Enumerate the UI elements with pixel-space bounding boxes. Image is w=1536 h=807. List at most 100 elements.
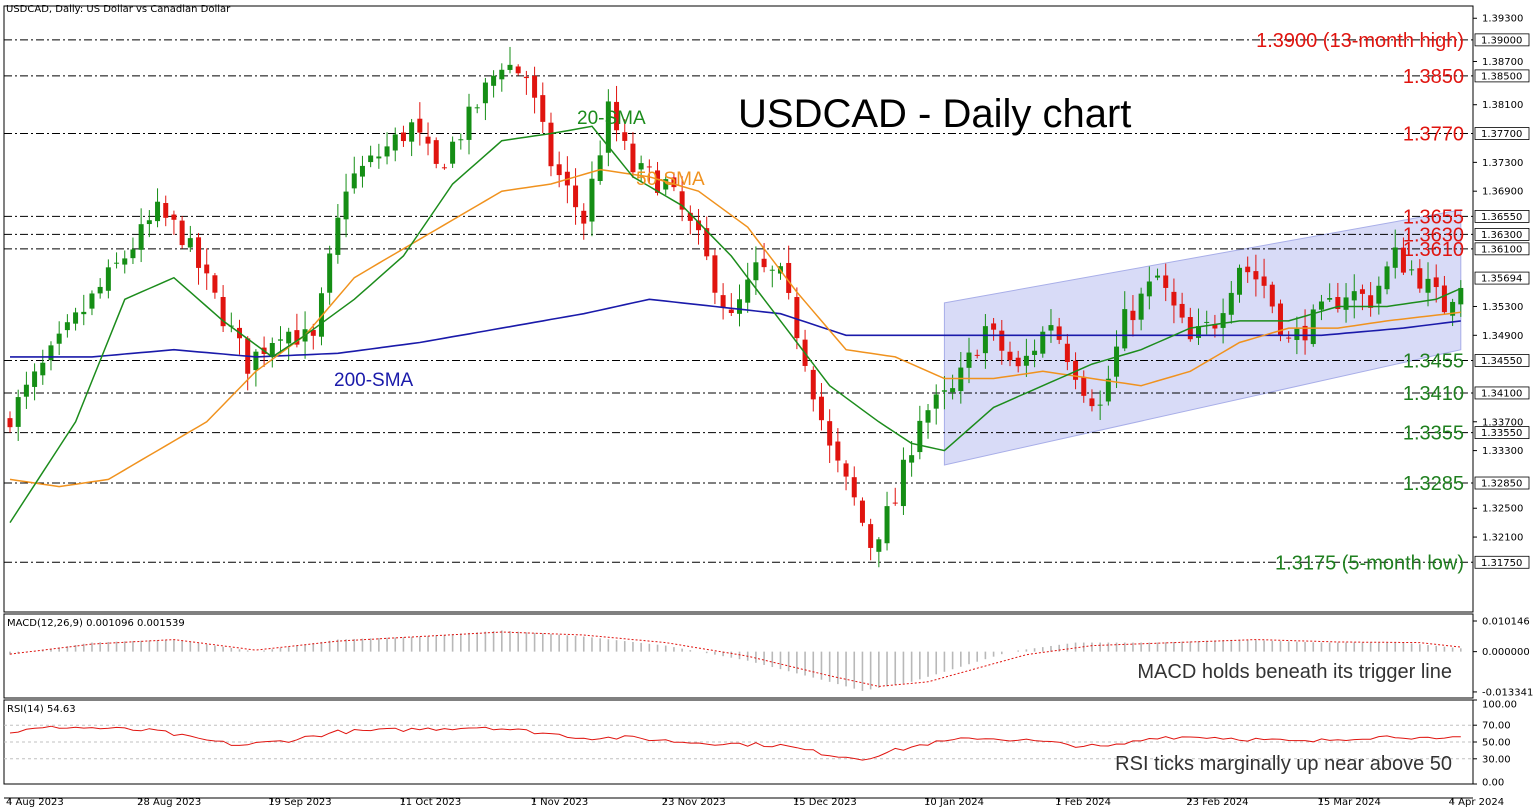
candle-body [1294, 328, 1300, 340]
candle-body [318, 293, 324, 337]
candle-body [417, 118, 423, 133]
price-tick-label: 1.39300 [1482, 14, 1523, 25]
price-tick-label: 1.33300 [1482, 446, 1523, 457]
candle-body [1359, 289, 1365, 294]
level-tag-text: 1.36550 [1481, 212, 1522, 223]
level-tag-box [1474, 210, 1530, 223]
candle-body [1228, 292, 1234, 315]
candle-body [1073, 360, 1079, 380]
sma20-label: 20-SMA [577, 108, 646, 129]
candle-body [958, 367, 964, 392]
candle-body [409, 122, 415, 142]
candle-body [1146, 281, 1152, 297]
candle-body [933, 394, 939, 409]
candle-body [187, 238, 193, 248]
sma50-line [9, 168, 1461, 488]
candle-body [1425, 278, 1431, 293]
candle-body [1097, 404, 1103, 406]
date-label: 15 Mar 2024 [1317, 797, 1380, 807]
candle-body [1212, 324, 1218, 329]
candle-body [868, 524, 874, 548]
price-tick-label: 1.37300 [1482, 158, 1523, 169]
price-tick-label: 1.32100 [1482, 533, 1523, 544]
level-tag-box [1474, 33, 1530, 47]
rsi-params-label: RSI(14) 54.63 [7, 704, 76, 715]
candle-body [384, 146, 390, 157]
date-label: 1 Feb 2024 [1055, 797, 1111, 807]
candle-body [400, 132, 406, 142]
level-label-1.31750: 1.3175 (5-month low) [1275, 552, 1464, 574]
candle-body [638, 163, 644, 170]
level-tag-text: 1.34550 [1481, 356, 1522, 367]
candle-body [884, 506, 890, 544]
candle-body [253, 351, 259, 371]
level-tag-text: 1.38500 [1481, 71, 1522, 82]
candle-body [1122, 309, 1128, 349]
date-label: 15 Dec 2023 [793, 797, 857, 807]
macd-histogram [9, 630, 1462, 691]
candle-body [1089, 398, 1095, 407]
date-label: 10 Jan 2024 [924, 797, 984, 807]
date-label: 4 Apr 2024 [1449, 797, 1504, 807]
candle-body [1433, 277, 1439, 288]
level-tag-text: 1.31750 [1481, 558, 1522, 569]
candle-body [491, 75, 497, 86]
level-tag-box [1474, 476, 1530, 490]
candle-body [573, 185, 579, 208]
candle-body [1351, 291, 1357, 301]
candle-body [581, 210, 587, 224]
candle-body [1409, 269, 1415, 271]
candle-body [1220, 313, 1226, 328]
sma50-label: 50-SMA [636, 169, 705, 190]
candle-body [917, 420, 923, 453]
candle-body [523, 76, 529, 79]
price-tick-label: 1.33700 [1482, 417, 1523, 428]
level-tag-box [1474, 242, 1530, 256]
level-tag-text: 1.36100 [1481, 244, 1522, 255]
level-tag-text: 1.39000 [1481, 35, 1522, 46]
candle-body [23, 384, 29, 397]
candle-body [655, 170, 661, 193]
candle-body [786, 262, 792, 293]
candle-body [1032, 350, 1038, 355]
candle-body [1458, 287, 1464, 305]
candle-body [56, 333, 62, 344]
rsi-note: RSI ticks marginally up near above 50 [1115, 753, 1452, 775]
candle-body [679, 191, 685, 210]
date-label: 11 Oct 2023 [399, 797, 461, 807]
price-tick-label: 1.38700 [1482, 57, 1523, 68]
candle-body [1376, 285, 1382, 304]
candle-body [1327, 298, 1333, 300]
rsi-tick-label: 70.00 [1482, 721, 1511, 732]
candle-body [1015, 357, 1021, 367]
candle-body [999, 330, 1005, 351]
candle-body [130, 249, 136, 259]
candle-body [1417, 268, 1423, 289]
candle-body [105, 267, 111, 291]
candle-body [704, 228, 710, 257]
candle-body [1155, 275, 1161, 278]
candle-body [1064, 343, 1070, 363]
candle-body [40, 362, 46, 376]
candle-body [73, 312, 79, 324]
candle-body [196, 237, 202, 268]
candle-body [589, 178, 595, 222]
candle-body [810, 369, 816, 400]
chart-title-text: USDCAD - Daily chart [738, 92, 1132, 136]
candle-body [1114, 346, 1120, 377]
candle-body [376, 156, 382, 159]
candle-body [1138, 293, 1144, 320]
candle-body [1318, 301, 1324, 310]
candle-body [7, 418, 13, 428]
candle-body [761, 258, 767, 268]
candle-body [155, 201, 161, 222]
rsi-tick-label: 30.00 [1482, 754, 1511, 765]
candle-body [1105, 378, 1111, 402]
candle-body [392, 134, 398, 151]
candle-body [507, 64, 513, 70]
level-tag-text: 1.37700 [1481, 129, 1522, 140]
sma200-label: 200-SMA [334, 370, 414, 391]
candle-body [941, 390, 947, 392]
candle-body [15, 397, 21, 427]
